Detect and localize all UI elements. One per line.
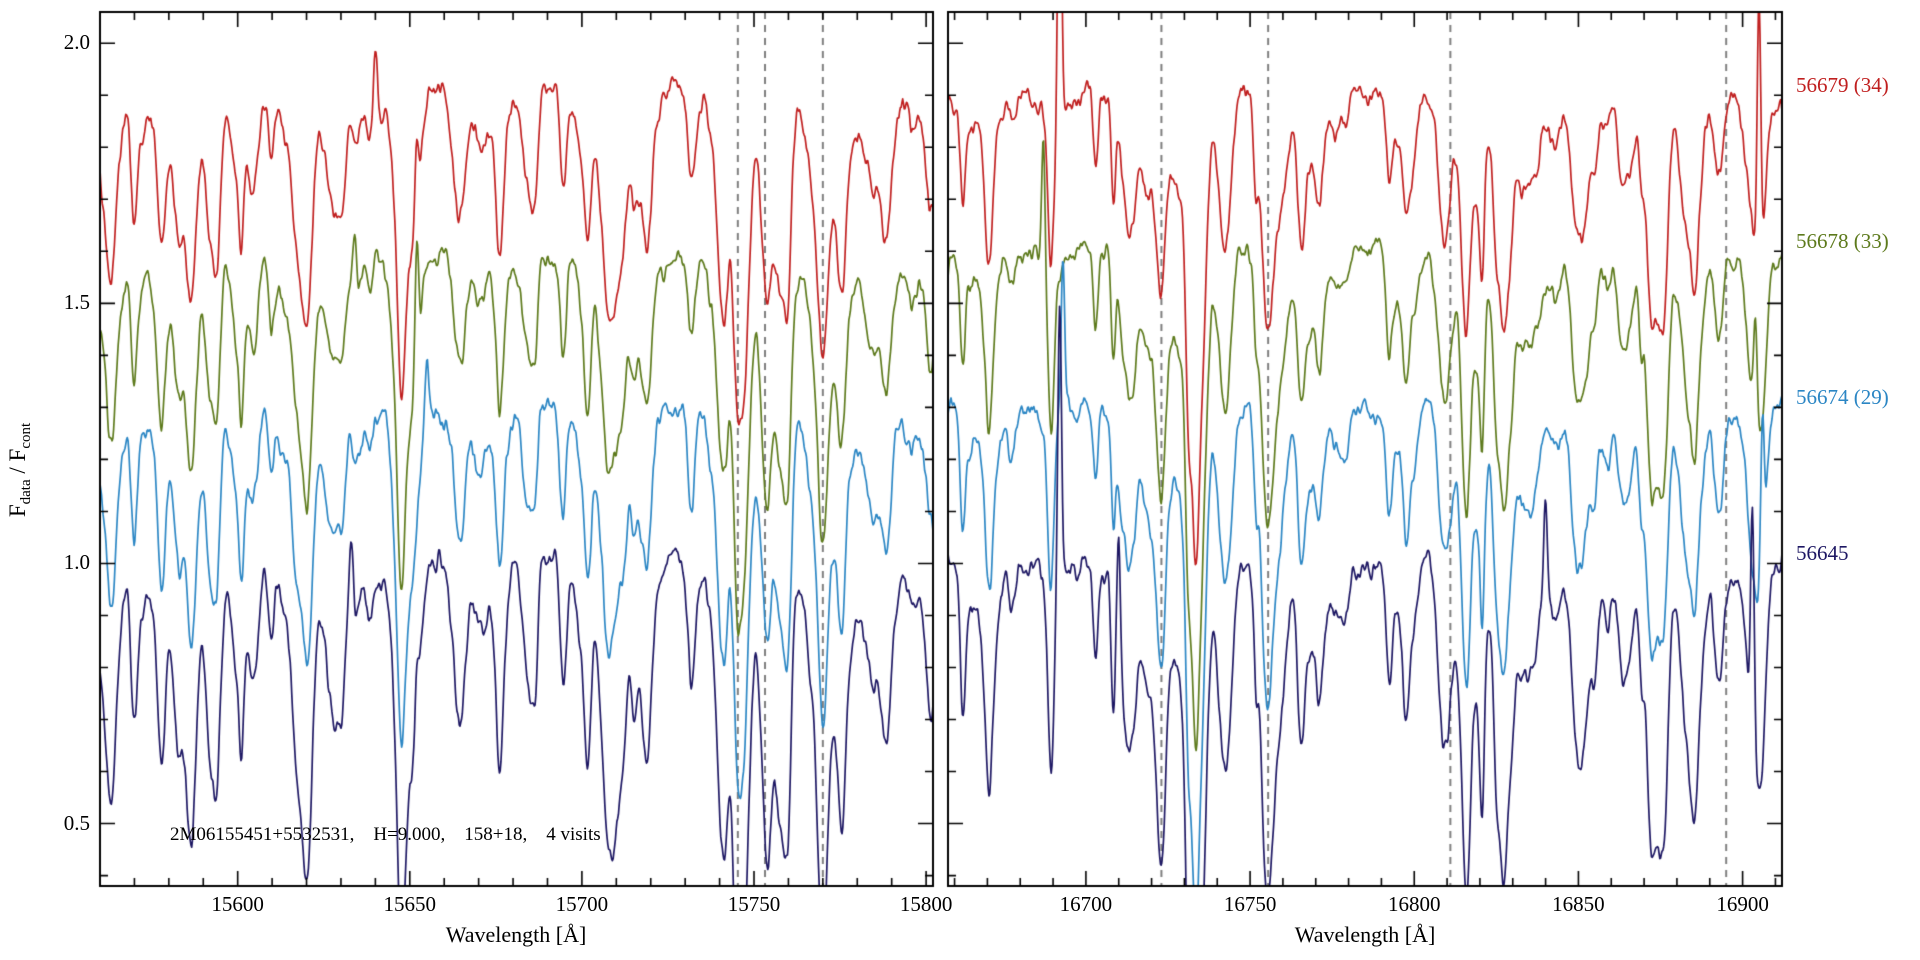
y-axis-label-sub1: data — [18, 479, 34, 505]
x-tick-label: 15650 — [383, 892, 437, 916]
series-label: 56645 — [1796, 541, 1849, 566]
series-label: 56674 (29) — [1796, 384, 1889, 409]
x-tick-label: 16850 — [1552, 892, 1605, 916]
x-tick-label: 16900 — [1716, 892, 1769, 916]
y-tick-label: 0.5 — [63, 810, 90, 835]
y-axis-label: Fdata / Fcont — [5, 423, 35, 517]
x-axis-label-left: Wavelength [Å] — [445, 922, 587, 947]
series-label: 56679 (34) — [1796, 72, 1889, 97]
x-tick-label: 15700 — [555, 892, 609, 916]
x-tick-label: 15750 — [727, 892, 781, 916]
series-label: 56678 (33) — [1796, 228, 1889, 253]
y-axis-label-f1: F — [5, 504, 30, 518]
y-tick-label: 2.0 — [63, 30, 90, 55]
y-tick-label: 1.5 — [63, 290, 90, 315]
x-tick-label: 16750 — [1223, 892, 1277, 916]
y-axis-label-sub2: cont — [18, 422, 34, 449]
y-axis-label-mid: / F — [5, 448, 30, 480]
target-annotation: 2M06155451+5532531, H=9.000, 158+18, 4 v… — [170, 824, 601, 845]
x-tick-label: 15800 — [899, 892, 953, 916]
y-tick-label: 1.0 — [63, 550, 90, 575]
x-tick-label: 16700 — [1059, 892, 1113, 916]
x-axis-label-right: Wavelength [Å] — [1294, 922, 1436, 947]
x-tick-label: 15600 — [211, 892, 264, 916]
x-tick-label: 16800 — [1388, 892, 1441, 916]
